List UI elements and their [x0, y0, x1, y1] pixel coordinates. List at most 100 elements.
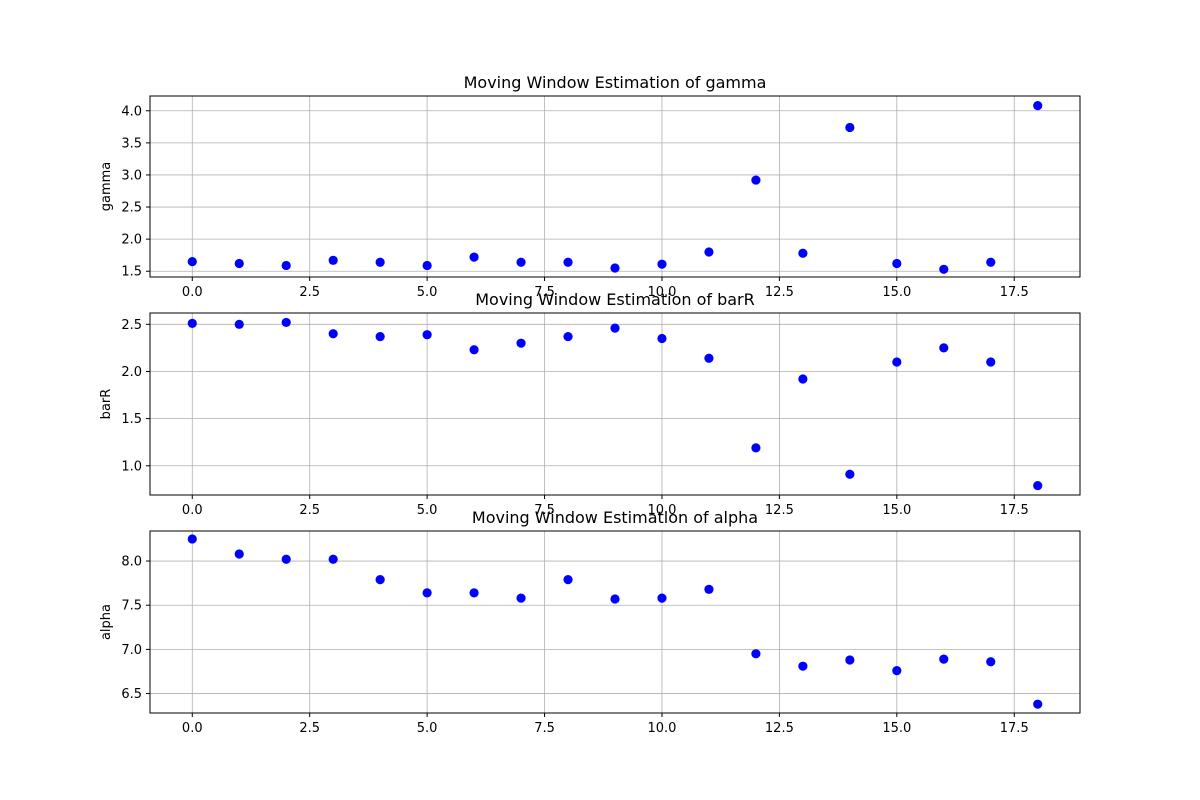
gamma-data-point	[657, 259, 667, 269]
gamma-x-tick-label: 15.0	[882, 285, 911, 300]
gamma-data-point	[281, 260, 291, 271]
alpha-x-tick-label: 12.5	[765, 721, 794, 736]
gamma-title: Moving Window Estimation of gamma	[464, 73, 767, 92]
barR-title: Moving Window Estimation of barR	[475, 290, 755, 309]
gamma-y-axis-label: gamma	[99, 162, 114, 212]
alpha-x-tick-label: 17.5	[1000, 721, 1029, 736]
gamma-x-tick-label: 0.0	[182, 285, 203, 300]
alpha-data-point	[751, 649, 761, 659]
alpha-data-point	[939, 654, 949, 664]
gamma-data-point	[845, 122, 855, 133]
alpha-ticks: 0.0 2.5 5.0 7.5 10.0 12.5 15.0 17.5 6.5 7.0 7.5 8.0	[121, 555, 1028, 736]
alpha-grid	[150, 531, 1080, 713]
gamma-x-tick-label: 7.5	[534, 285, 555, 300]
gamma-x-tick-label: 12.5	[765, 285, 794, 300]
gamma-data-point	[1033, 101, 1043, 111]
barR-x-tick-label: 17.5	[1000, 503, 1029, 518]
barR-data-point	[704, 353, 714, 363]
barR-y-tick-label: 1.0	[121, 459, 142, 474]
barR-x-tick-label: 7.5	[534, 503, 555, 518]
alpha-data-point	[1033, 699, 1043, 709]
gamma-data-point	[610, 263, 620, 273]
barR-y-tick-label: 1.5	[121, 412, 142, 427]
alpha-data-point	[986, 657, 996, 667]
gamma-x-tick-label: 2.5	[299, 285, 320, 300]
barR-data-point	[1033, 480, 1043, 491]
barR-data-point	[187, 318, 197, 328]
barR-data-point	[657, 333, 667, 344]
gamma-data-point	[751, 175, 761, 185]
panel-barR: 0.0 2.5 5.0 7.5 10.0 12.5 15.0 17.5 1.0 1.5 2.0 2.5…	[99, 290, 1081, 518]
gamma-x-tick-label: 10.0	[647, 285, 676, 300]
barR-data-point	[469, 345, 479, 355]
gamma-x-tick-label: 5.0	[417, 285, 438, 300]
gamma-y-tick-label: 2.0	[121, 233, 142, 248]
alpha-data-point	[187, 534, 197, 544]
panel-alpha: 0.0 2.5 5.0 7.5 10.0 12.5 15.0 17.5 6.5 7.0 7.5 8.0…	[99, 508, 1081, 736]
gamma-data-point	[798, 248, 808, 258]
barR-data-point	[939, 343, 949, 353]
alpha-axes-frame	[149, 530, 1081, 714]
panel-gamma: 0.0 2.5 5.0 7.5 10.0 12.5 15.0 17.5 1.5 2.0 2.5 3.0…	[99, 73, 1081, 300]
alpha-x-tick-label: 10.0	[647, 721, 676, 736]
alpha-x-tick-label: 0.0	[182, 721, 203, 736]
gamma-x-tick-label: 17.5	[1000, 285, 1029, 300]
barR-ticks: 0.0 2.5 5.0 7.5 10.0 12.5 15.0 17.5 1.0 1.5 2.0 2.5	[121, 318, 1028, 518]
gamma-y-tick-label: 3.0	[121, 168, 142, 183]
gamma-data-point	[939, 264, 949, 274]
alpha-data-point	[422, 588, 432, 598]
barR-data-point	[986, 357, 996, 367]
barR-x-tick-label: 5.0	[417, 503, 438, 518]
barR-data-point	[845, 469, 855, 479]
gamma-points	[187, 101, 1043, 274]
alpha-data-point	[798, 661, 808, 671]
gamma-data-point	[187, 256, 197, 267]
alpha-y-tick-label: 7.0	[121, 643, 142, 658]
gamma-y-tick-label: 1.5	[121, 265, 142, 280]
barR-x-tick-label: 10.0	[647, 503, 676, 518]
gamma-data-point	[892, 258, 902, 269]
gamma-y-tick-label: 4.0	[121, 104, 142, 119]
barR-y-axis-label: barR	[99, 389, 114, 420]
alpha-title: Moving Window Estimation of alpha	[472, 508, 758, 527]
barR-data-point	[892, 357, 902, 367]
barR-y-tick-label: 2.5	[121, 318, 142, 333]
alpha-data-point	[328, 554, 338, 564]
alpha-points	[187, 534, 1043, 709]
barR-data-point	[375, 331, 385, 342]
gamma-data-point	[234, 258, 244, 269]
alpha-y-tick-label: 8.0	[121, 555, 142, 570]
alpha-x-tick-label: 7.5	[534, 721, 555, 736]
barR-data-point	[234, 319, 244, 329]
barR-data-point	[610, 323, 620, 333]
barR-data-point	[798, 374, 808, 384]
gamma-ticks: 0.0 2.5 5.0 7.5 10.0 12.5 15.0 17.5 1.5 2.0 2.5 3.0…	[121, 104, 1028, 300]
gamma-data-point	[563, 257, 573, 267]
alpha-data-point	[892, 665, 902, 676]
alpha-data-point	[563, 574, 573, 585]
gamma-axes-frame	[149, 95, 1081, 278]
alpha-data-point	[516, 593, 526, 603]
alpha-data-point	[281, 554, 291, 564]
barR-data-point	[751, 443, 761, 453]
gamma-data-point	[469, 252, 479, 262]
barR-data-point	[516, 338, 526, 348]
alpha-x-tick-label: 5.0	[417, 721, 438, 736]
gamma-data-point	[375, 257, 385, 267]
barR-data-point	[422, 330, 432, 340]
gamma-data-point	[422, 260, 432, 271]
barR-data-point	[328, 329, 338, 339]
alpha-x-tick-label: 2.5	[299, 721, 320, 736]
gamma-data-point	[704, 247, 714, 257]
alpha-y-tick-label: 6.5	[121, 687, 142, 702]
alpha-x-tick-label: 15.0	[882, 721, 911, 736]
barR-data-point	[281, 317, 291, 328]
gamma-data-point	[328, 255, 338, 265]
alpha-data-point	[234, 549, 244, 559]
barR-x-tick-label: 15.0	[882, 503, 911, 518]
alpha-y-axis-label: alpha	[99, 604, 114, 640]
barR-x-tick-label: 0.0	[182, 503, 203, 518]
alpha-data-point	[704, 584, 714, 594]
barR-x-tick-label: 2.5	[299, 503, 320, 518]
